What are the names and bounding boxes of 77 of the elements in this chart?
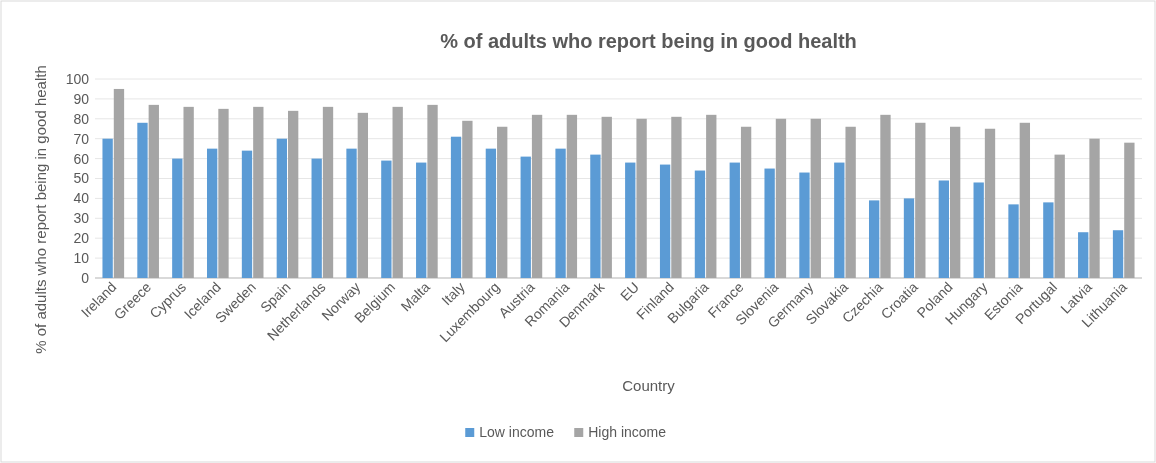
bar (1019, 122, 1030, 278)
bar (625, 162, 636, 278)
bar (1054, 154, 1065, 278)
legend-label: High income (588, 424, 667, 440)
bar (1008, 204, 1019, 278)
y-tick-label: 40 (73, 190, 90, 207)
bar (740, 126, 752, 278)
bar (381, 160, 392, 278)
bar (276, 138, 287, 278)
bar (799, 172, 810, 278)
bar (810, 118, 821, 278)
y-tick-label: 60 (73, 150, 90, 167)
bar (1124, 142, 1135, 278)
bar (288, 110, 299, 278)
bar (172, 158, 183, 278)
bar (950, 126, 961, 278)
y-tick-label: 30 (73, 210, 90, 227)
bar (601, 116, 612, 278)
bar (206, 148, 218, 278)
bar (1043, 202, 1054, 278)
bar (938, 180, 949, 278)
bar (775, 118, 787, 278)
bar (357, 112, 369, 278)
bar (485, 148, 497, 278)
y-tick-label: 90 (73, 90, 90, 107)
bar (102, 138, 113, 278)
bar (636, 118, 647, 278)
bar (241, 150, 253, 278)
bar (671, 116, 682, 278)
y-tick-label: 10 (73, 250, 90, 266)
bar (416, 162, 427, 278)
bar (346, 148, 357, 278)
bar (764, 168, 775, 278)
bar (729, 162, 740, 278)
bar (706, 114, 717, 278)
bar (694, 170, 706, 278)
y-tick-label: 20 (73, 230, 90, 247)
bar (253, 106, 264, 278)
bar (113, 88, 125, 278)
bar (322, 106, 334, 278)
bar (984, 128, 996, 278)
bar (218, 108, 229, 278)
bar (427, 104, 438, 278)
bar (555, 148, 566, 278)
bar (311, 158, 322, 278)
y-tick-label: 0 (81, 269, 90, 286)
chart-title: % of adults who report being in good health (440, 30, 857, 52)
bar (834, 162, 845, 278)
bar (520, 156, 531, 278)
bar (880, 114, 891, 278)
x-axis-title: Country (622, 377, 676, 394)
bar (973, 182, 984, 278)
bar (903, 198, 915, 278)
y-axis-title: % of adults who report being in good health (32, 65, 49, 354)
bar (845, 126, 856, 278)
bar (497, 126, 508, 278)
bar (462, 120, 473, 278)
y-tick-label: 80 (73, 110, 90, 127)
bar (450, 136, 462, 278)
x-tick-label: EU (616, 278, 643, 304)
bar (137, 122, 148, 278)
bar (915, 122, 926, 278)
bar (531, 114, 543, 278)
y-tick-label: 50 (73, 170, 90, 187)
bar (868, 200, 880, 278)
bar (148, 104, 159, 278)
y-tick-label: 100 (65, 70, 90, 87)
bar (1112, 230, 1124, 278)
bar (566, 114, 578, 278)
y-tick-label: 70 (73, 130, 90, 147)
bar (1078, 232, 1089, 278)
bar (392, 106, 403, 278)
bar (590, 154, 601, 278)
bar (1089, 138, 1100, 278)
legend-label: Low income (479, 424, 555, 440)
bar (659, 164, 671, 278)
bar (183, 106, 194, 278)
